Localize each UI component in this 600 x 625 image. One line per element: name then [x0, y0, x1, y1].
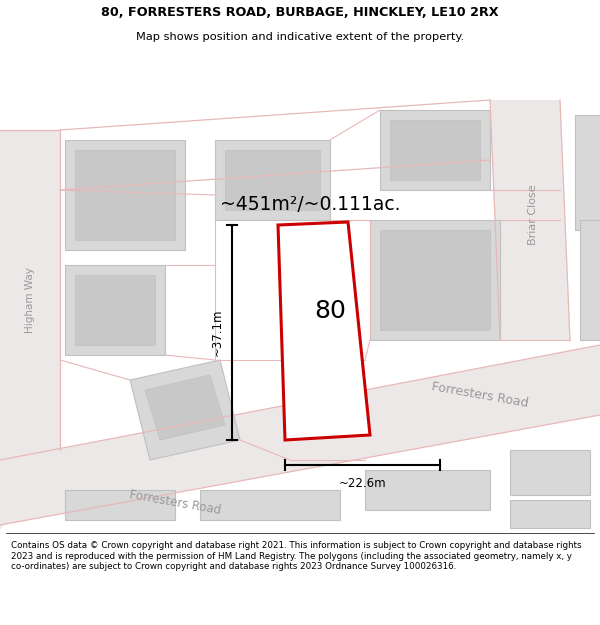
Polygon shape — [370, 220, 500, 340]
Polygon shape — [225, 150, 320, 210]
Polygon shape — [0, 345, 600, 525]
Text: Map shows position and indicative extent of the property.: Map shows position and indicative extent… — [136, 32, 464, 43]
Text: Briar Close: Briar Close — [528, 185, 538, 245]
Polygon shape — [490, 100, 570, 340]
Text: ~22.6m: ~22.6m — [338, 477, 386, 490]
Polygon shape — [75, 150, 175, 240]
Polygon shape — [65, 265, 165, 355]
Polygon shape — [575, 115, 600, 230]
Text: 80: 80 — [314, 299, 346, 322]
Polygon shape — [380, 110, 490, 190]
Polygon shape — [65, 490, 175, 520]
Polygon shape — [75, 275, 155, 345]
Polygon shape — [510, 500, 590, 528]
Polygon shape — [145, 375, 225, 440]
Polygon shape — [380, 230, 490, 330]
Polygon shape — [580, 220, 600, 340]
Text: Higham Way: Higham Way — [25, 267, 35, 333]
Text: Contains OS data © Crown copyright and database right 2021. This information is : Contains OS data © Crown copyright and d… — [11, 541, 581, 571]
Polygon shape — [130, 360, 240, 460]
Text: Forresters Road: Forresters Road — [128, 489, 222, 518]
Polygon shape — [200, 490, 340, 520]
Text: ~37.1m: ~37.1m — [211, 309, 224, 356]
Polygon shape — [65, 140, 185, 250]
Text: 80, FORRESTERS ROAD, BURBAGE, HINCKLEY, LE10 2RX: 80, FORRESTERS ROAD, BURBAGE, HINCKLEY, … — [101, 6, 499, 19]
Polygon shape — [365, 470, 490, 510]
Polygon shape — [0, 130, 60, 530]
Polygon shape — [278, 222, 370, 440]
Polygon shape — [390, 120, 480, 180]
Polygon shape — [510, 450, 590, 495]
Text: Forresters Road: Forresters Road — [431, 380, 529, 410]
Text: ~451m²/~0.111ac.: ~451m²/~0.111ac. — [220, 196, 400, 214]
Polygon shape — [215, 140, 330, 220]
